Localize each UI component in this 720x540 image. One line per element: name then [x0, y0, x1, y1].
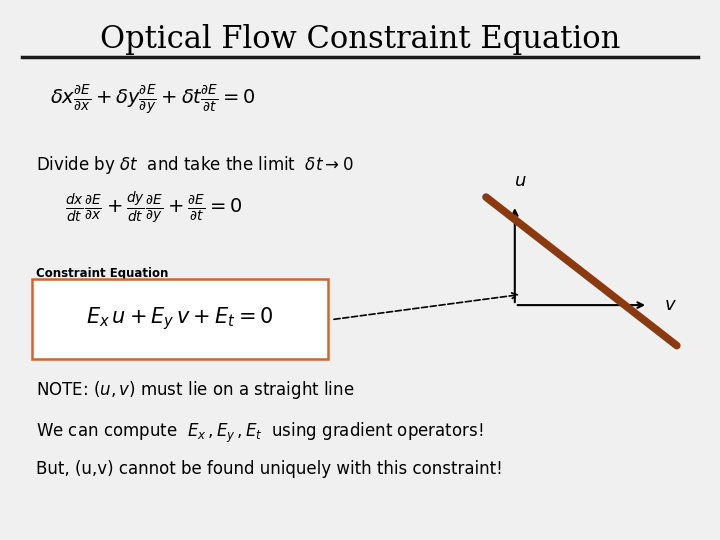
Text: But, (u,v) cannot be found uniquely with this constraint!: But, (u,v) cannot be found uniquely with… [36, 460, 503, 478]
Text: NOTE: $(u, v)$ must lie on a straight line: NOTE: $(u, v)$ must lie on a straight li… [36, 379, 354, 401]
Text: Optical Flow Constraint Equation: Optical Flow Constraint Equation [100, 24, 620, 55]
Text: $v$: $v$ [664, 296, 677, 314]
Text: Divide by $\delta t$  and take the limit  $\delta t \rightarrow 0$: Divide by $\delta t$ and take the limit … [36, 154, 354, 176]
Text: $E_x\, u + E_y\, v + E_t = 0$: $E_x\, u + E_y\, v + E_t = 0$ [86, 305, 274, 332]
Text: Constraint Equation: Constraint Equation [36, 267, 168, 280]
Text: $\delta x \frac{\partial E}{\partial x} + \delta y \frac{\partial E}{\partial y}: $\delta x \frac{\partial E}{\partial x} … [50, 84, 256, 117]
Text: $u$: $u$ [514, 172, 527, 190]
Text: We can compute  $E_x\,,E_y\,,E_t$  using gradient operators!: We can compute $E_x\,,E_y\,,E_t$ using g… [36, 421, 483, 445]
FancyBboxPatch shape [32, 279, 328, 359]
Text: $\frac{dx}{dt} \frac{\partial E}{\partial x} + \frac{dy}{dt} \frac{\partial E}{\: $\frac{dx}{dt} \frac{\partial E}{\partia… [65, 189, 242, 226]
